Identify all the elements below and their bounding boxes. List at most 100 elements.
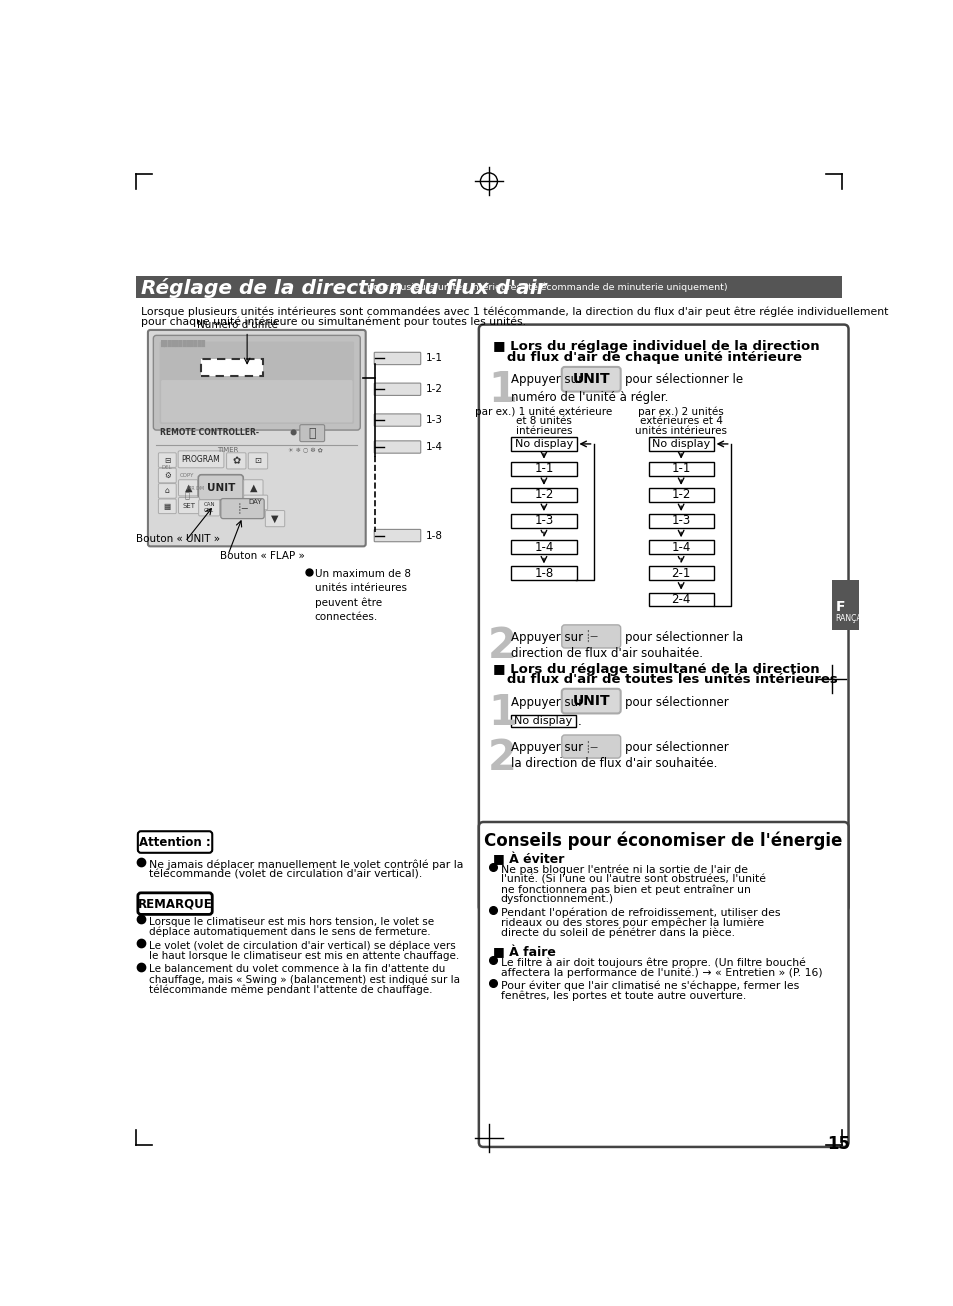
Text: Appuyer sur: Appuyer sur	[510, 631, 582, 644]
FancyBboxPatch shape	[198, 474, 243, 500]
Text: pour sélectionner le: pour sélectionner le	[624, 372, 741, 385]
Text: affectera la performance de l'unité.) → « Entretien » (P. 16): affectera la performance de l'unité.) → …	[500, 968, 821, 978]
Text: Bouton « UNIT »: Bouton « UNIT »	[136, 534, 220, 545]
Text: rideaux ou des stores pour empêcher la lumière: rideaux ou des stores pour empêcher la l…	[500, 918, 762, 929]
Text: Appuyer sur: Appuyer sur	[510, 741, 582, 754]
Text: ⊡: ⊡	[254, 456, 261, 465]
FancyBboxPatch shape	[158, 499, 176, 513]
Text: 1-8: 1-8	[426, 530, 443, 541]
FancyBboxPatch shape	[220, 499, 264, 518]
Text: pour sélectionner: pour sélectionner	[624, 741, 727, 754]
Text: chauffage, mais « Swing » (balancement) est indiqué sur la: chauffage, mais « Swing » (balancement) …	[149, 974, 459, 985]
Text: du flux d'air de toutes les unités intérieures: du flux d'air de toutes les unités intér…	[493, 674, 837, 687]
FancyBboxPatch shape	[158, 468, 176, 483]
Bar	[511, 541, 576, 554]
Text: 1-4: 1-4	[426, 441, 443, 452]
Text: 1-8: 1-8	[534, 567, 553, 580]
Text: directe du soleil de pénétrer dans la pièce.: directe du soleil de pénétrer dans la pi…	[500, 927, 734, 938]
Text: Appuyer sur: Appuyer sur	[510, 696, 582, 709]
FancyBboxPatch shape	[561, 624, 620, 648]
Text: déplace automatiquement dans le sens de fermeture.: déplace automatiquement dans le sens de …	[149, 927, 430, 938]
Text: télécommande même pendant l'attente de chauffage.: télécommande même pendant l'attente de c…	[149, 985, 432, 995]
Text: 1: 1	[488, 370, 517, 411]
Text: pour chaque unité intérieure ou simultanément pour toutes les unités.: pour chaque unité intérieure ou simultan…	[141, 316, 525, 326]
Text: ⊟: ⊟	[164, 456, 171, 465]
FancyBboxPatch shape	[159, 342, 354, 424]
Text: Appuyer sur: Appuyer sur	[510, 372, 582, 385]
Text: PROGRAM: PROGRAM	[181, 454, 220, 464]
Text: numéro de l'unité à régler.: numéro de l'unité à régler.	[510, 390, 667, 404]
Text: Ne pas bloquer l'entrée ni la sortie de l'air de: Ne pas bloquer l'entrée ni la sortie de …	[500, 865, 747, 875]
Text: extérieures et 4: extérieures et 4	[639, 417, 721, 426]
FancyBboxPatch shape	[178, 498, 199, 513]
Text: ┊─: ┊─	[584, 741, 598, 752]
FancyBboxPatch shape	[243, 479, 263, 496]
Text: ■ À éviter: ■ À éviter	[493, 853, 563, 866]
FancyBboxPatch shape	[198, 500, 219, 516]
Text: Le volet (volet de circulation d'air vertical) se déplace vers: Le volet (volet de circulation d'air ver…	[149, 940, 455, 951]
Text: UNIT: UNIT	[207, 483, 234, 492]
FancyBboxPatch shape	[561, 367, 620, 392]
Text: 2-4: 2-4	[671, 593, 690, 606]
Text: 1-1: 1-1	[534, 462, 553, 475]
Text: Conseils pour économiser de l'énergie: Conseils pour économiser de l'énergie	[484, 831, 842, 850]
Text: ▲: ▲	[250, 483, 256, 492]
Bar	[136, 276, 841, 298]
Text: 2: 2	[488, 737, 517, 778]
Text: ⏻: ⏻	[308, 427, 315, 440]
Text: 1-3: 1-3	[426, 415, 443, 424]
Text: CAN
CEL: CAN CEL	[203, 503, 214, 513]
Text: Lorsque plusieurs unités intérieures sont commandées avec 1 télécommande, la dir: Lorsque plusieurs unités intérieures son…	[141, 307, 887, 317]
Text: 15: 15	[826, 1135, 849, 1153]
FancyBboxPatch shape	[374, 441, 420, 453]
Text: No display: No display	[514, 716, 572, 726]
Bar	[511, 461, 576, 475]
Text: 1-2: 1-2	[534, 488, 553, 502]
Circle shape	[291, 430, 295, 435]
FancyBboxPatch shape	[561, 688, 620, 713]
Text: la direction de flux d'air souhaitée.: la direction de flux d'air souhaitée.	[510, 757, 717, 771]
FancyBboxPatch shape	[478, 325, 847, 912]
Text: dysfonctionnement.): dysfonctionnement.)	[500, 895, 613, 904]
Bar	[831, 580, 858, 631]
FancyBboxPatch shape	[178, 451, 224, 468]
FancyBboxPatch shape	[227, 453, 246, 469]
Text: ☀ ❄ ○ ❆ ✿: ☀ ❄ ○ ❆ ✿	[288, 448, 322, 453]
Text: Le balancement du volet commence à la fin d'attente du: Le balancement du volet commence à la fi…	[149, 964, 445, 974]
FancyBboxPatch shape	[478, 821, 847, 1147]
Text: par ex.) 2 unités: par ex.) 2 unités	[638, 406, 723, 417]
Text: unités intérieures: unités intérieures	[635, 426, 726, 436]
Text: ▲: ▲	[184, 483, 192, 492]
FancyBboxPatch shape	[374, 383, 420, 396]
Text: Un maximum de 8
unités intérieures
peuvent être
connectées.: Un maximum de 8 unités intérieures peuve…	[314, 569, 410, 622]
Text: par ex.) 1 unité extérieure: par ex.) 1 unité extérieure	[475, 406, 612, 417]
FancyBboxPatch shape	[243, 495, 268, 509]
Text: ⏱: ⏱	[184, 492, 189, 500]
Text: et 8 unités: et 8 unités	[516, 417, 571, 426]
Text: RANÇAIS: RANÇAIS	[835, 614, 868, 623]
FancyBboxPatch shape	[137, 831, 212, 853]
Text: ne fonctionnera pas bien et peut entraîner un: ne fonctionnera pas bien et peut entraîn…	[500, 884, 750, 895]
Bar	[200, 359, 262, 376]
FancyBboxPatch shape	[161, 380, 353, 422]
FancyBboxPatch shape	[158, 483, 176, 498]
Text: Ne jamais déplacer manuellement le volet contrôlé par la: Ne jamais déplacer manuellement le volet…	[149, 859, 462, 870]
FancyBboxPatch shape	[248, 453, 268, 469]
FancyBboxPatch shape	[374, 529, 420, 542]
Text: MR DM: MR DM	[187, 486, 204, 491]
FancyBboxPatch shape	[158, 453, 176, 468]
Text: 1-2: 1-2	[671, 488, 690, 502]
Text: intérieures: intérieures	[516, 426, 572, 436]
FancyBboxPatch shape	[137, 893, 212, 914]
Text: DAY: DAY	[249, 499, 262, 505]
Text: 2: 2	[488, 624, 517, 667]
Text: .: .	[578, 714, 581, 727]
Text: ▦: ▦	[164, 502, 171, 511]
Text: Le filtre à air doit toujours être propre. (Un filtre bouché: Le filtre à air doit toujours être propr…	[500, 957, 804, 968]
Text: 1-4: 1-4	[671, 541, 690, 554]
Text: Bouton « FLAP »: Bouton « FLAP »	[220, 551, 305, 562]
FancyBboxPatch shape	[299, 424, 324, 441]
Text: 1: 1	[488, 692, 517, 734]
Text: UNIT: UNIT	[572, 693, 609, 708]
FancyBboxPatch shape	[153, 336, 360, 430]
